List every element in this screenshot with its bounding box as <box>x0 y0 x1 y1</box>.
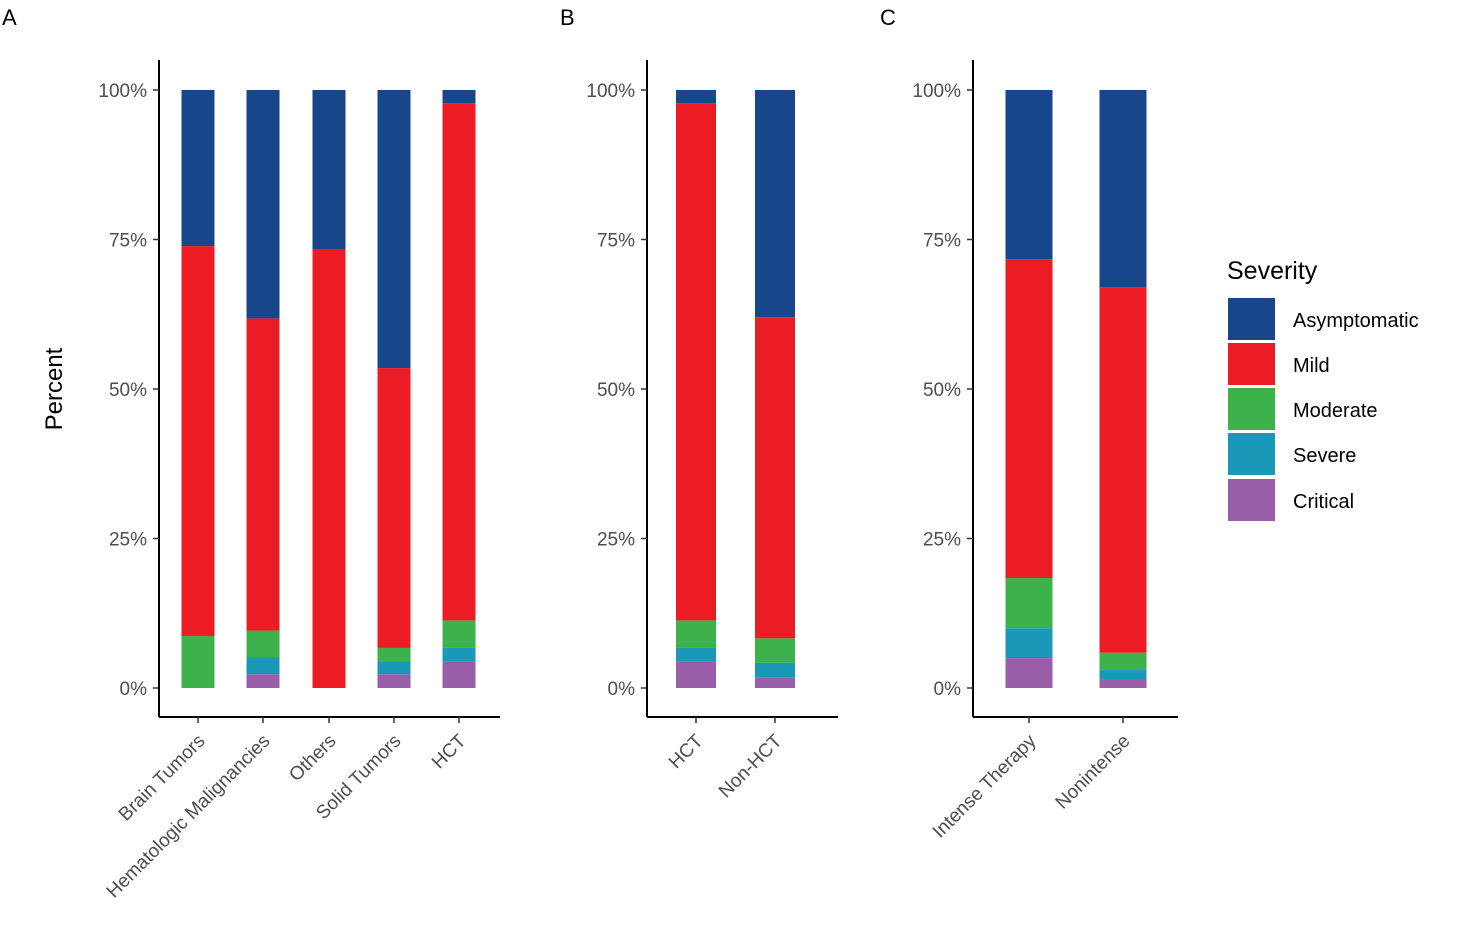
bar-c-nonintense-mild <box>1099 287 1147 653</box>
panel-c: C 0% 25% 50% 75% 100% Intense Therapy Noninten… <box>880 5 1178 842</box>
y-tick-label-b-2: 50% <box>597 380 635 401</box>
bar-b-non-hct-mild <box>755 317 795 639</box>
bar-b-non-hct-moderate <box>755 638 795 663</box>
legend-swatch-asymptomatic <box>1228 298 1275 340</box>
y-tick-label-b-1: 25% <box>597 530 635 551</box>
legend-item-critical: Critical <box>1228 479 1354 521</box>
panel-b: B 0% 25% 50% 75% 100% HCT Non-HCT <box>560 5 838 802</box>
bar-b-non-hct-severe <box>755 662 795 678</box>
panel-letter-c: C <box>880 5 896 30</box>
bar-a-hematologic-malignancies-severe <box>246 657 280 675</box>
bar-a-hct-mild <box>442 103 476 621</box>
bar-b-hct-asymptomatic <box>676 90 716 104</box>
bar-a-solid-tumors-severe <box>377 661 411 675</box>
legend-item-severe: Severe <box>1228 433 1356 475</box>
panel-a: A 0%25%50%75%100%Brain TumorsHematologic… <box>2 5 500 902</box>
bar-a-brain-tumors-mild <box>181 246 215 636</box>
legend-item-moderate: Moderate <box>1228 388 1378 430</box>
bar-c-intense-therapy-mild <box>1005 259 1053 578</box>
bar-a-others-asymptomatic <box>312 90 346 250</box>
legend-title: Severity <box>1227 257 1318 285</box>
y-tick-label-c-3: 75% <box>923 231 961 252</box>
y-tick-label-c-4: 100% <box>912 81 961 102</box>
bar-a-solid-tumors-critical <box>377 674 411 688</box>
panel-letter-b: B <box>560 5 575 30</box>
legend-label-critical: Critical <box>1293 491 1354 513</box>
bar-b-non-hct-asymptomatic <box>755 90 795 318</box>
y-tick-label-a-2: 50% <box>109 380 147 401</box>
bar-c-nonintense-moderate <box>1099 652 1147 671</box>
y-tick-label-a-0: 0% <box>120 679 148 700</box>
bar-b-non-hct-critical <box>755 677 795 688</box>
bar-b-hct-critical <box>676 661 716 688</box>
y-tick-label-a-3: 75% <box>109 231 147 252</box>
bar-a-brain-tumors-moderate <box>181 635 215 688</box>
bar-a-solid-tumors-asymptomatic <box>377 90 411 369</box>
y-tick-label-c-0: 0% <box>934 679 962 700</box>
legend-label-mild: Mild <box>1293 355 1330 377</box>
bar-a-hct-asymptomatic <box>442 90 476 104</box>
legend-item-mild: Mild <box>1228 343 1330 385</box>
legend-swatch-mild <box>1228 343 1275 385</box>
bar-c-nonintense-critical <box>1099 679 1147 688</box>
legend-swatch-moderate <box>1228 388 1275 430</box>
panel-letter-a: A <box>2 5 17 30</box>
y-tick-label-a-4: 100% <box>98 81 147 102</box>
y-tick-label-b-0: 0% <box>608 679 636 700</box>
bar-a-solid-tumors-moderate <box>377 647 411 662</box>
x-tick-label-a-others: Others <box>285 731 340 786</box>
y-tick-label-b-3: 75% <box>597 231 635 252</box>
bar-c-intense-therapy-asymptomatic <box>1005 90 1053 260</box>
y-tick-label-b-4: 100% <box>586 81 635 102</box>
bar-a-hct-moderate <box>442 620 476 648</box>
bar-a-hematologic-malignancies-moderate <box>246 630 280 658</box>
bar-b-hct-severe <box>676 647 716 662</box>
y-axis-title: Percent <box>41 347 68 430</box>
bar-c-intense-therapy-critical <box>1005 658 1053 688</box>
bar-b-hct-moderate <box>676 620 716 648</box>
y-tick-label-c-2: 50% <box>923 380 961 401</box>
legend-swatch-severe <box>1228 433 1275 475</box>
bar-a-hct-severe <box>442 647 476 662</box>
x-tick-label-a-hct: HCT <box>428 730 471 773</box>
legend-label-moderate: Moderate <box>1293 400 1378 422</box>
x-tick-label-b-non-hct: Non-HCT <box>715 730 787 802</box>
bar-a-hematologic-malignancies-asymptomatic <box>246 90 280 319</box>
y-tick-label-c-1: 25% <box>923 530 961 551</box>
bar-c-nonintense-severe <box>1099 670 1147 680</box>
bar-c-intense-therapy-moderate <box>1005 577 1053 629</box>
bar-c-nonintense-asymptomatic <box>1099 90 1147 288</box>
bar-a-solid-tumors-mild <box>377 368 411 648</box>
legend-item-asymptomatic: Asymptomatic <box>1228 298 1419 340</box>
bar-b-hct-mild <box>676 103 716 621</box>
legend-label-severe: Severe <box>1293 445 1356 467</box>
x-tick-label-c-nonintense: Nonintense <box>1052 731 1135 814</box>
bar-a-hematologic-malignancies-critical <box>246 674 280 688</box>
legend-label-asymptomatic: Asymptomatic <box>1293 310 1419 332</box>
legend-swatch-critical <box>1228 479 1275 521</box>
bar-a-hct-critical <box>442 661 476 688</box>
bar-a-brain-tumors-asymptomatic <box>181 90 215 247</box>
y-tick-label-a-1: 25% <box>109 530 147 551</box>
bar-a-others-mild <box>312 249 346 688</box>
bar-c-intense-therapy-severe <box>1005 628 1053 659</box>
legend: Severity Asymptomatic Mild Moderate Seve… <box>1227 257 1419 521</box>
x-tick-label-c-intense-therapy: Intense Therapy <box>929 730 1041 842</box>
bar-a-hematologic-malignancies-mild <box>246 318 280 631</box>
x-tick-label-b-hct: HCT <box>665 730 708 773</box>
